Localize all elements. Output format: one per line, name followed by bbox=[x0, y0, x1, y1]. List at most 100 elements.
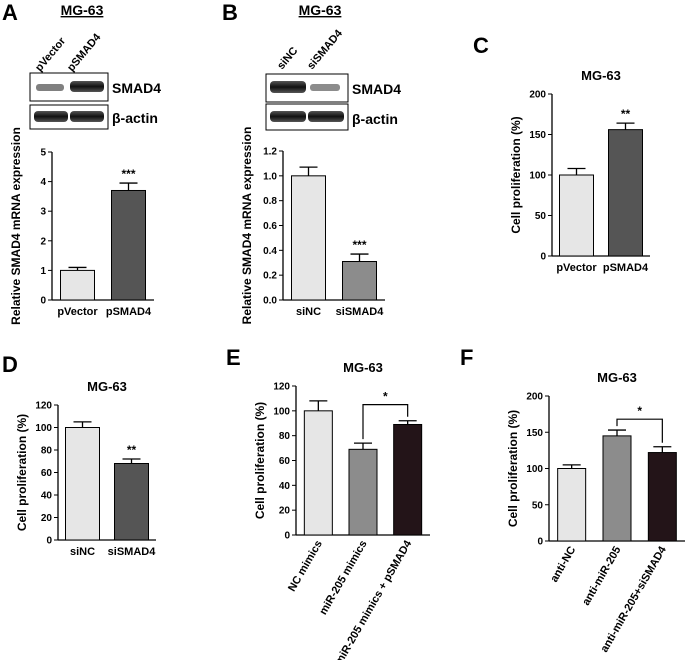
chart-c-bar bbox=[608, 129, 643, 257]
chart-f-category-label: anti-NC bbox=[548, 544, 578, 584]
chart-e-bar bbox=[348, 448, 378, 536]
blot-b-title: MG-63 bbox=[299, 2, 342, 18]
panel-letter-d: D bbox=[2, 352, 18, 377]
chart-e-category-label: miR-205 mimics + pSMAD4 bbox=[333, 538, 415, 660]
chart-e-bracket-label: * bbox=[383, 390, 388, 404]
chart-b-ytick-label: 1.2 bbox=[263, 147, 277, 158]
chart-a-ytick-label: 4 bbox=[40, 177, 46, 188]
blot-a-lane-1: pVector bbox=[33, 35, 69, 74]
chart-e-ytick-label: 60 bbox=[279, 456, 291, 467]
chart-f-ytick-label: 150 bbox=[526, 428, 543, 439]
chart-d-ytick-label: 20 bbox=[41, 513, 53, 524]
chart-e-ytick-label: 0 bbox=[284, 531, 290, 542]
chart-f-ytick-label: 0 bbox=[537, 537, 543, 548]
charts-layer: 0 1 2 3 4 5 Relative SMAD4 mRNA expression pVec… bbox=[9, 68, 685, 660]
chart-b-ylabel: Relative SMAD4 mRNA expression bbox=[240, 127, 254, 325]
blot-a-smad4-band-2 bbox=[70, 81, 104, 92]
chart-d-significance-label: ** bbox=[127, 443, 137, 457]
chart-b-category-label: siNC bbox=[296, 306, 321, 318]
blot-a-actin-band-1 bbox=[34, 111, 68, 122]
chart-e-ylabel: Cell proliferation (%) bbox=[253, 402, 267, 519]
chart-f-bracket bbox=[616, 418, 663, 443]
chart-d-bar bbox=[65, 427, 100, 541]
chart-a-significance-label: *** bbox=[121, 167, 135, 181]
chart-e-bar bbox=[393, 423, 423, 536]
blot-a-label-smad4: SMAD4 bbox=[112, 80, 161, 96]
chart-f-bar bbox=[557, 468, 587, 542]
chart-e-ytick-label: 80 bbox=[279, 431, 291, 442]
blot-b-lane-2: siSMAD4 bbox=[305, 27, 345, 72]
chart-a-ytick-label: 5 bbox=[40, 148, 46, 159]
chart-d-ytick-label: 80 bbox=[41, 446, 53, 457]
chart-d-bar bbox=[114, 463, 149, 541]
panel-letter-a: A bbox=[2, 0, 18, 25]
chart-b-ytick-label: 0.2 bbox=[263, 271, 277, 282]
chart-b-ytick-label: 0.4 bbox=[263, 246, 277, 257]
blot-a-label-actin: β-actin bbox=[112, 110, 158, 126]
chart-b-ytick-label: 1.0 bbox=[263, 171, 277, 182]
chart-e-ytick-label: 100 bbox=[273, 406, 290, 417]
chart-d-title: MG-63 bbox=[87, 379, 127, 394]
chart-b-ytick-label: 0.6 bbox=[263, 221, 277, 232]
chart-e-ytick-label: 40 bbox=[279, 481, 291, 492]
chart-a-ytick-label: 2 bbox=[40, 236, 46, 247]
chart-f-ytick-label: 50 bbox=[532, 500, 544, 511]
chart-c-ytick-label: 50 bbox=[535, 211, 547, 222]
chart-b-bar bbox=[342, 261, 377, 301]
chart-a-bar bbox=[111, 189, 146, 301]
chart-d-ytick-label: 100 bbox=[35, 423, 52, 434]
chart-c-category-label: pVector bbox=[556, 262, 597, 274]
chart-a-category-label: pSMAD4 bbox=[106, 306, 152, 318]
chart-f-bracket-label: * bbox=[637, 404, 642, 418]
chart-d-ylabel: Cell proliferation (%) bbox=[15, 414, 29, 531]
chart-a-ytick-label: 3 bbox=[40, 207, 46, 218]
chart-f-ytick-label: 200 bbox=[526, 392, 543, 403]
chart-c-significance-label: ** bbox=[621, 107, 631, 121]
blot-a-smad4-band-1 bbox=[36, 84, 64, 91]
chart-e-bracket bbox=[362, 404, 409, 440]
chart-e-category-label: miR-205 mimics bbox=[317, 539, 369, 618]
chart-c-bar bbox=[559, 174, 594, 257]
panel-letter-e: E bbox=[226, 345, 241, 370]
chart-b-bar bbox=[291, 175, 326, 301]
chart-b-ytick-label: 0.0 bbox=[263, 296, 277, 307]
chart-f-bar bbox=[602, 435, 632, 542]
chart-b-category-label: siSMAD4 bbox=[336, 306, 385, 318]
chart-e-title: MG-63 bbox=[343, 360, 383, 375]
chart-c-ytick-label: 0 bbox=[540, 252, 546, 263]
chart-b-ytick-label: 0.8 bbox=[263, 196, 277, 207]
chart-f-ylabel: Cell proliferation (%) bbox=[506, 410, 520, 527]
blot-b-actin-band-2 bbox=[308, 111, 344, 122]
chart-a-category-label: pVector bbox=[57, 306, 98, 318]
chart-a-ytick-label: 1 bbox=[40, 266, 46, 277]
chart-d-ytick-label: 0 bbox=[46, 536, 52, 547]
chart-c-ytick-label: 150 bbox=[529, 130, 546, 141]
chart-a-ytick-label: 0 bbox=[40, 296, 46, 307]
chart-a-ylabel: Relative SMAD4 mRNA expression bbox=[9, 127, 23, 325]
chart-a-bar bbox=[60, 269, 95, 301]
chart-c-title: MG-63 bbox=[581, 68, 621, 83]
chart-d-ytick-label: 120 bbox=[35, 401, 52, 412]
blot-b-label-actin: β-actin bbox=[352, 111, 398, 127]
chart-e-ytick-label: 20 bbox=[279, 506, 291, 517]
blot-b-smad4-band-1 bbox=[270, 81, 306, 93]
blot-a-lane-2: pSMAD4 bbox=[65, 31, 104, 74]
chart-e-bar bbox=[303, 410, 333, 536]
chart-d-ytick-label: 40 bbox=[41, 491, 53, 502]
chart-f-title: MG-63 bbox=[597, 370, 637, 385]
chart-f-bar bbox=[647, 452, 677, 542]
chart-c-ytick-label: 100 bbox=[529, 171, 546, 182]
blot-b-label-smad4: SMAD4 bbox=[352, 81, 401, 97]
blot-a-actin-band-2 bbox=[70, 111, 104, 122]
blot-b-actin-band-1 bbox=[270, 111, 306, 122]
panel-letter-f: F bbox=[460, 345, 473, 370]
chart-d-category-label: siSMAD4 bbox=[108, 546, 157, 558]
chart-f-ytick-label: 100 bbox=[526, 464, 543, 475]
chart-d-ytick-label: 60 bbox=[41, 468, 53, 479]
chart-f-category-label: anti-miR-205 bbox=[580, 545, 623, 608]
panel-letter-b: B bbox=[222, 0, 238, 25]
chart-c-category-label: pSMAD4 bbox=[603, 262, 649, 274]
blot-b-lane-1: siNC bbox=[275, 45, 300, 72]
chart-c-ylabel: Cell proliferation (%) bbox=[509, 116, 523, 233]
